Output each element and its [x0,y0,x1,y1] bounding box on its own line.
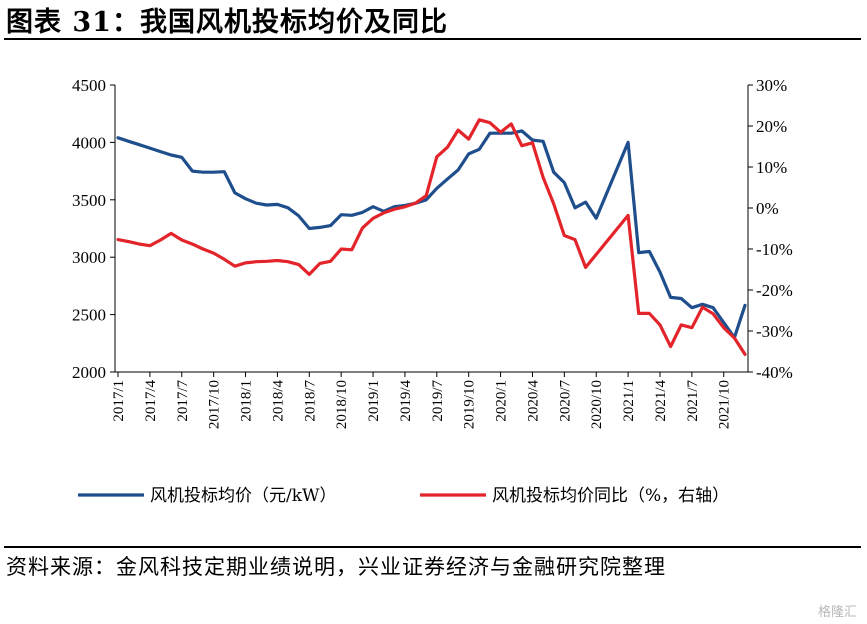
x-tick-label: 2021/4 [653,380,669,422]
price-series-line [116,129,747,340]
left-tick-label: 3000 [72,248,106,267]
right-tick-label: 0% [756,199,779,218]
x-tick-label: 2018/10 [334,380,350,429]
right-tick-label: 20% [756,117,787,136]
right-tick-label: 10% [756,158,787,177]
left-tick-label: 3500 [72,191,106,210]
title-divider [4,38,861,40]
right-axis-ticks: 30% 20% 10% 0% -10% -20% -30% -40% [748,76,793,382]
right-tick-label: 30% [756,76,787,95]
x-tick-label: 2020/1 [494,380,510,422]
x-tick-label: 2019/7 [430,380,446,422]
x-tick-label: 2020/7 [557,380,573,422]
right-tick-label: -30% [756,322,793,341]
x-tick-label: 2017/4 [143,380,159,422]
chart: 4500 4000 3500 3000 2500 2000 30% 20% 10% 0% -10%… [72,76,793,506]
x-tick-label: 2020/10 [589,380,605,429]
x-tick-label: 2017/1 [111,380,127,422]
x-tick-label: 2019/1 [366,380,382,422]
right-tick-label: -10% [756,240,793,259]
x-tick-label: 2021/10 [717,380,733,429]
right-tick-label: -20% [756,281,793,300]
figure-title: 图表 31：我国风机投标均价及同比 [6,7,448,38]
left-tick-label: 4000 [72,133,106,152]
x-tick-label: 2021/1 [621,380,637,422]
x-tick-label: 2018/7 [302,380,318,422]
x-tick-label: 2019/10 [462,380,478,429]
source-note: 资料来源：金风科技定期业绩说明，兴业证券经济与金融研究院整理 [6,555,666,579]
left-axis-ticks: 4500 4000 3500 3000 2500 2000 [72,76,115,382]
legend-label: 风机投标均价同比（%，右轴） [492,486,729,506]
x-axis-ticks: 2017/1 2017/4 2017/7 2017/10 2018/1 2018/4 201… [111,372,733,429]
left-tick-label: 2000 [72,363,106,382]
chart-axes [114,85,749,373]
x-tick-label: 2017/7 [175,380,191,422]
x-tick-label: 2017/10 [207,380,223,429]
yoy-series-line [116,118,747,356]
x-tick-label: 2020/4 [525,380,541,422]
x-tick-label: 2018/4 [270,380,286,422]
x-tick-label: 2021/7 [685,380,701,422]
footer-divider [4,546,861,548]
legend: 风机投标均价（元/kW） 风机投标均价同比（%，右轴） [78,486,729,506]
left-tick-label: 2500 [72,306,106,325]
x-tick-label: 2019/4 [398,380,414,422]
series-lines [116,118,747,356]
x-tick-label: 2018/1 [239,380,255,422]
left-tick-label: 4500 [72,76,106,95]
legend-label: 风机投标均价（元/kW） [150,486,337,506]
right-tick-label: -40% [756,363,793,382]
watermark: 格隆汇 [817,605,857,620]
